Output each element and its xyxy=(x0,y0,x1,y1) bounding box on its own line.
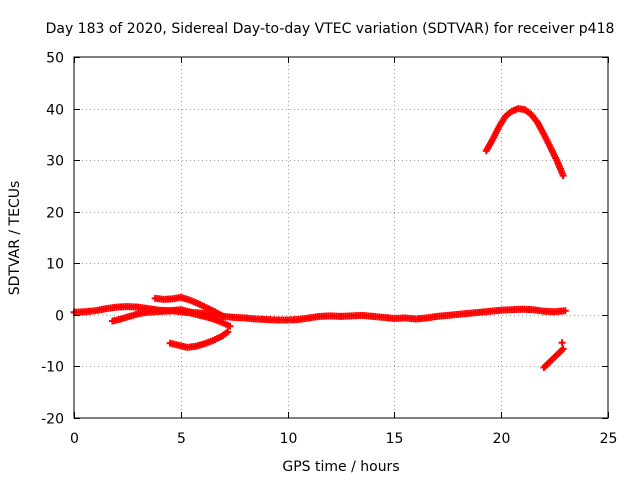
y-tick-label: 10 xyxy=(46,257,64,273)
x-tick-label: 0 xyxy=(70,431,79,447)
x-tick-label: 10 xyxy=(280,431,298,447)
y-tick-label: -10 xyxy=(41,360,64,376)
series-late-isolated xyxy=(558,339,566,347)
grid xyxy=(74,57,608,418)
data-points xyxy=(70,105,569,371)
data-point xyxy=(559,172,567,180)
x-tick-label: 25 xyxy=(600,431,618,447)
series-lower-arc xyxy=(166,328,232,351)
series-evening-peak xyxy=(482,105,567,180)
x-tick-label: 15 xyxy=(386,431,404,447)
series-secondary-band xyxy=(108,307,234,330)
data-point xyxy=(559,345,567,353)
y-tick-label: 0 xyxy=(55,309,64,325)
x-tick-label: 20 xyxy=(493,431,511,447)
axis-ticks: 0 5 10 15 20 25 -20 -10 0 10 20 30 40 50 xyxy=(41,51,617,448)
x-tick-label: 5 xyxy=(177,431,186,447)
y-tick-label: 20 xyxy=(46,206,64,222)
data-point xyxy=(226,322,234,330)
y-tick-label: 40 xyxy=(46,103,64,119)
y-tick-label: 50 xyxy=(46,51,64,67)
plot-frame xyxy=(73,56,609,419)
data-point xyxy=(220,312,228,320)
y-tick-label: 30 xyxy=(46,154,64,170)
y-axis-label: SDTVAR / TECUs xyxy=(7,181,23,296)
x-axis-label: GPS time / hours xyxy=(282,459,399,475)
data-point xyxy=(558,339,566,347)
y-tick-label: -20 xyxy=(41,412,64,428)
chart-title: Day 183 of 2020, Sidereal Day-to-day VTE… xyxy=(46,21,615,37)
series-upper-hump xyxy=(151,293,228,320)
data-point xyxy=(224,328,232,336)
data-point xyxy=(561,307,569,315)
series-late-negative xyxy=(540,345,567,371)
